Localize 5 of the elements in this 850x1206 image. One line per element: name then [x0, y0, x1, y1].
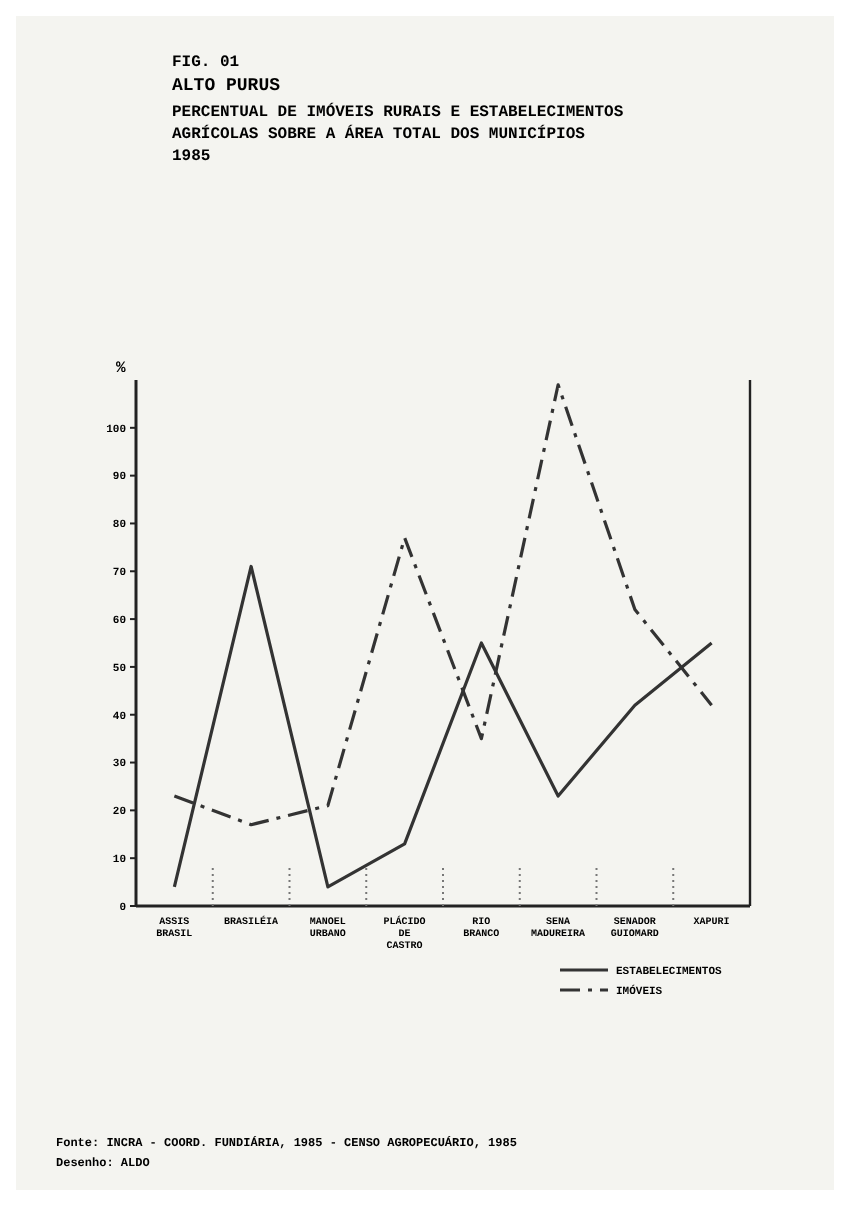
chart-title: PERCENTUAL DE IMÓVEIS RURAIS E ESTABELECIMENTOS AGRÍCOLAS SOBRE A ÁREA TOTAL DOS MUNICÍPIOS — [172, 102, 624, 144]
text: ALTO PURUS — [172, 76, 282, 96]
y-axis-title: % — [116, 360, 126, 378]
chart-subtitle: 1985 — [172, 148, 211, 166]
caption: FIG. 01 — [172, 54, 240, 72]
